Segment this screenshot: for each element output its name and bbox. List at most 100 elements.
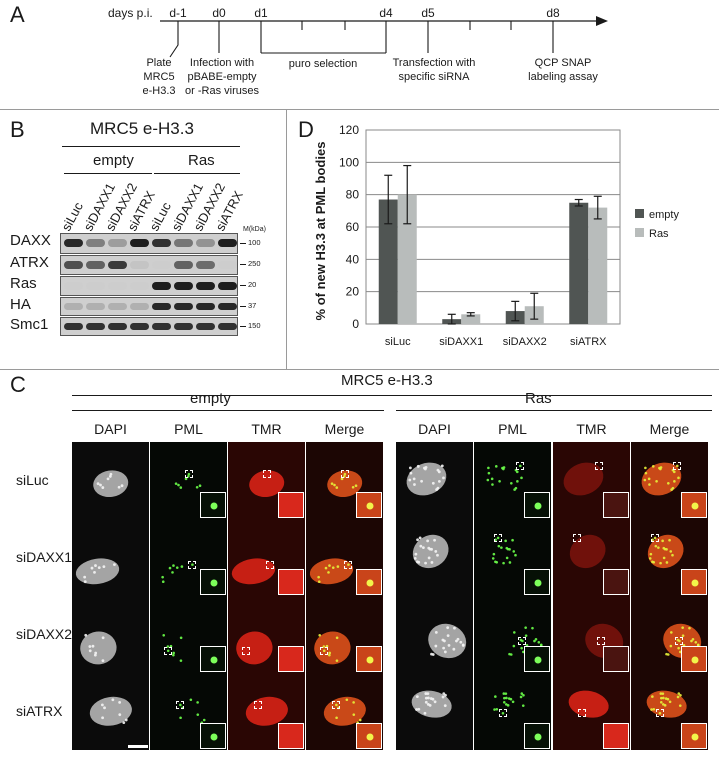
nuclear-focus bbox=[658, 711, 662, 715]
nuclear-focus bbox=[328, 651, 331, 655]
nuclear-focus bbox=[93, 570, 96, 574]
blot-band bbox=[218, 282, 237, 290]
nuclear-focus bbox=[172, 653, 175, 657]
micrograph-dapi bbox=[396, 596, 473, 673]
bar-empty bbox=[569, 202, 589, 324]
nuclear-focus bbox=[502, 700, 506, 704]
nuclear-focus bbox=[169, 644, 173, 648]
nuclear-focus bbox=[492, 552, 496, 556]
nuclear-focus bbox=[531, 626, 534, 630]
nuclear-focus bbox=[678, 704, 682, 707]
nuclear-focus bbox=[100, 703, 104, 707]
nuclear-focus bbox=[505, 556, 509, 560]
blot-row-label: Smc1 bbox=[10, 316, 49, 333]
nuclear-focus bbox=[336, 565, 340, 568]
blot-band bbox=[86, 282, 105, 290]
nucleus bbox=[569, 534, 606, 569]
nuclear-focus bbox=[648, 557, 652, 560]
zoom-region-box bbox=[176, 701, 184, 709]
micrograph-dapi bbox=[396, 442, 473, 519]
nuclear-focus bbox=[416, 538, 419, 542]
nuclear-focus bbox=[487, 466, 490, 470]
nuclear-focus bbox=[179, 716, 182, 720]
inset-focus bbox=[366, 579, 374, 587]
nuclear-focus bbox=[519, 638, 523, 642]
x-category-label: siLuc bbox=[385, 336, 411, 348]
sirna-row-label: siLuc bbox=[16, 472, 49, 488]
nuclear-focus bbox=[179, 703, 182, 707]
x-category-label: siATRX bbox=[570, 336, 607, 348]
panel-label-d: D bbox=[298, 117, 314, 142]
micrograph-pml bbox=[474, 596, 551, 673]
zoom-inset bbox=[200, 492, 226, 518]
nuclear-focus bbox=[426, 696, 430, 700]
event-transfection-line1: Transfection with bbox=[393, 57, 476, 69]
nuclear-focus bbox=[446, 626, 450, 630]
blot-band bbox=[218, 261, 237, 269]
nuclear-focus bbox=[327, 571, 330, 574]
nuclear-focus bbox=[668, 700, 672, 704]
nuclear-focus bbox=[514, 553, 517, 557]
nuclear-focus bbox=[433, 700, 437, 704]
zoom-region-box bbox=[320, 647, 328, 655]
nuclear-focus bbox=[177, 483, 180, 487]
nuclear-focus bbox=[424, 465, 428, 469]
zoom-inset bbox=[356, 569, 382, 595]
micrograph-pml bbox=[150, 442, 227, 519]
y-axis-label: % of new H3.3 at PML bodies bbox=[313, 142, 328, 321]
nuclear-focus bbox=[671, 553, 674, 557]
nuclear-focus bbox=[490, 477, 494, 481]
zoom-inset bbox=[278, 723, 304, 749]
inset-focus bbox=[366, 656, 374, 664]
nuclear-focus bbox=[663, 704, 667, 707]
zoom-inset bbox=[603, 646, 629, 672]
nuclear-focus bbox=[520, 476, 523, 480]
nuclear-focus bbox=[493, 708, 496, 711]
kda-marker: 150 bbox=[248, 320, 261, 330]
zoom-region-box bbox=[332, 701, 340, 709]
nuclear-focus bbox=[196, 701, 199, 704]
zoom-inset bbox=[356, 492, 382, 518]
blot-band bbox=[64, 282, 83, 290]
kda-tick bbox=[240, 264, 246, 265]
blot-band bbox=[130, 303, 149, 310]
zoom-region-box bbox=[499, 709, 507, 717]
nucleus bbox=[563, 462, 604, 496]
nuclear-focus bbox=[510, 481, 513, 485]
y-tick-label: 120 bbox=[339, 123, 359, 137]
x-category-label: siDAXX1 bbox=[439, 336, 483, 348]
micrograph-merge bbox=[631, 519, 708, 596]
zoom-inset bbox=[603, 723, 629, 749]
nuclear-focus bbox=[317, 580, 321, 584]
zoom-inset bbox=[200, 646, 226, 672]
nuclear-focus bbox=[665, 548, 668, 551]
blot-group-ras-underline bbox=[154, 173, 240, 174]
nuclear-focus bbox=[491, 483, 494, 486]
blot-band bbox=[196, 282, 215, 290]
micro-title: MRC5 e-H3.3 bbox=[341, 372, 433, 389]
blot-band bbox=[86, 239, 105, 247]
nuclear-focus bbox=[652, 560, 656, 564]
zoom-inset bbox=[200, 569, 226, 595]
zoom-inset bbox=[524, 492, 550, 518]
zoom-region-box bbox=[494, 534, 502, 542]
blot-band bbox=[108, 282, 127, 290]
nuclear-focus bbox=[455, 639, 458, 643]
nuclear-focus bbox=[453, 626, 456, 630]
micrograph-tmr bbox=[228, 673, 305, 750]
blot-band bbox=[108, 261, 127, 269]
nuclear-focus bbox=[161, 580, 165, 584]
nuclear-focus bbox=[166, 649, 170, 653]
nucleus bbox=[641, 462, 682, 496]
y-tick-label: 20 bbox=[346, 285, 360, 299]
channel-header: Merge bbox=[324, 421, 365, 437]
nuclear-focus bbox=[99, 483, 102, 487]
nuclear-focus bbox=[676, 695, 680, 699]
blot-band bbox=[174, 323, 193, 330]
nuclear-focus bbox=[433, 538, 436, 542]
nuclear-focus bbox=[427, 546, 431, 550]
micrograph-tmr bbox=[228, 519, 305, 596]
nuclear-focus bbox=[647, 477, 651, 481]
micro-title-underline bbox=[72, 395, 712, 396]
nuclear-focus bbox=[651, 695, 654, 698]
